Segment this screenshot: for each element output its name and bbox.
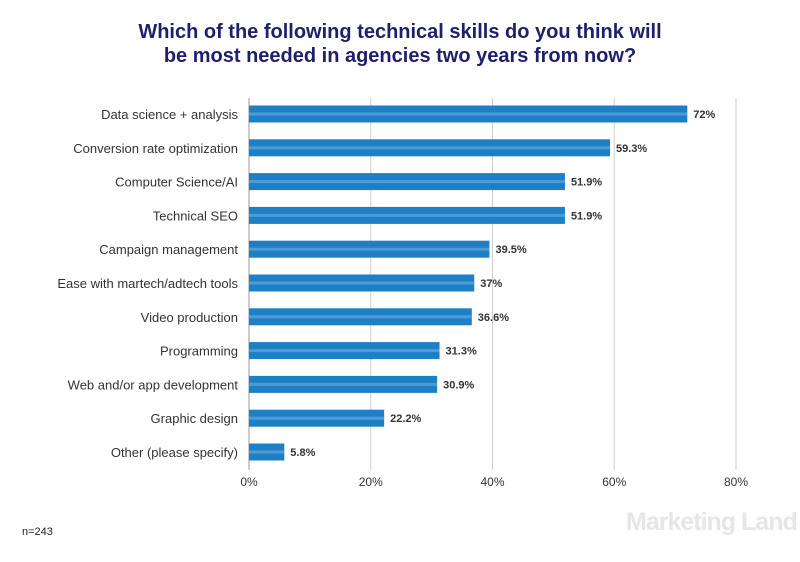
bar-highlight bbox=[249, 349, 440, 353]
category-label: Video production bbox=[141, 310, 238, 325]
data-label: 59.3% bbox=[616, 143, 647, 155]
category-label: Programming bbox=[160, 344, 238, 359]
data-label: 39.5% bbox=[495, 244, 526, 256]
bar-highlight bbox=[249, 213, 565, 217]
category-label: Campaign management bbox=[99, 242, 238, 257]
category-label: Technical SEO bbox=[153, 208, 238, 223]
category-label: Web and/or app development bbox=[68, 377, 239, 392]
x-tick-label: 40% bbox=[480, 475, 504, 489]
category-label: Graphic design bbox=[151, 411, 238, 426]
data-label: 37% bbox=[480, 278, 502, 290]
bar-highlight bbox=[249, 112, 688, 116]
bar-highlight bbox=[249, 382, 438, 386]
bar-highlight bbox=[249, 146, 610, 150]
bar-highlight bbox=[249, 416, 385, 420]
x-tick-label: 0% bbox=[240, 475, 258, 489]
x-tick-label: 20% bbox=[359, 475, 383, 489]
data-label: 5.8% bbox=[290, 447, 315, 459]
bar-highlight bbox=[249, 281, 475, 285]
chart-title-line-2: be most needed in agencies two years fro… bbox=[163, 45, 637, 67]
data-label: 22.2% bbox=[390, 413, 421, 425]
data-label: 51.9% bbox=[571, 177, 602, 189]
bar-highlight bbox=[249, 180, 565, 184]
category-label: Other (please specify) bbox=[111, 445, 238, 460]
data-label: 31.3% bbox=[446, 346, 477, 358]
bar-highlight bbox=[249, 247, 490, 251]
bar-highlight bbox=[249, 450, 285, 454]
marketing-land-watermark: Marketing Land bbox=[626, 508, 798, 536]
chart-title: Which of the following technical skills … bbox=[0, 20, 800, 68]
sample-size-footnote: n=243 bbox=[22, 526, 53, 538]
data-label: 30.9% bbox=[443, 379, 474, 391]
data-label: 72% bbox=[693, 109, 715, 121]
x-tick-label: 80% bbox=[724, 475, 748, 489]
chart-title-line-1: Which of the following technical skills … bbox=[138, 21, 662, 43]
category-label: Conversion rate optimization bbox=[73, 141, 238, 156]
category-label: Data science + analysis bbox=[101, 107, 238, 122]
x-tick-label: 60% bbox=[602, 475, 626, 489]
category-label: Ease with martech/adtech tools bbox=[57, 276, 238, 291]
category-label: Computer Science/AI bbox=[115, 175, 238, 190]
bar-highlight bbox=[249, 315, 472, 319]
data-label: 51.9% bbox=[571, 210, 602, 222]
data-label: 36.6% bbox=[478, 312, 509, 324]
